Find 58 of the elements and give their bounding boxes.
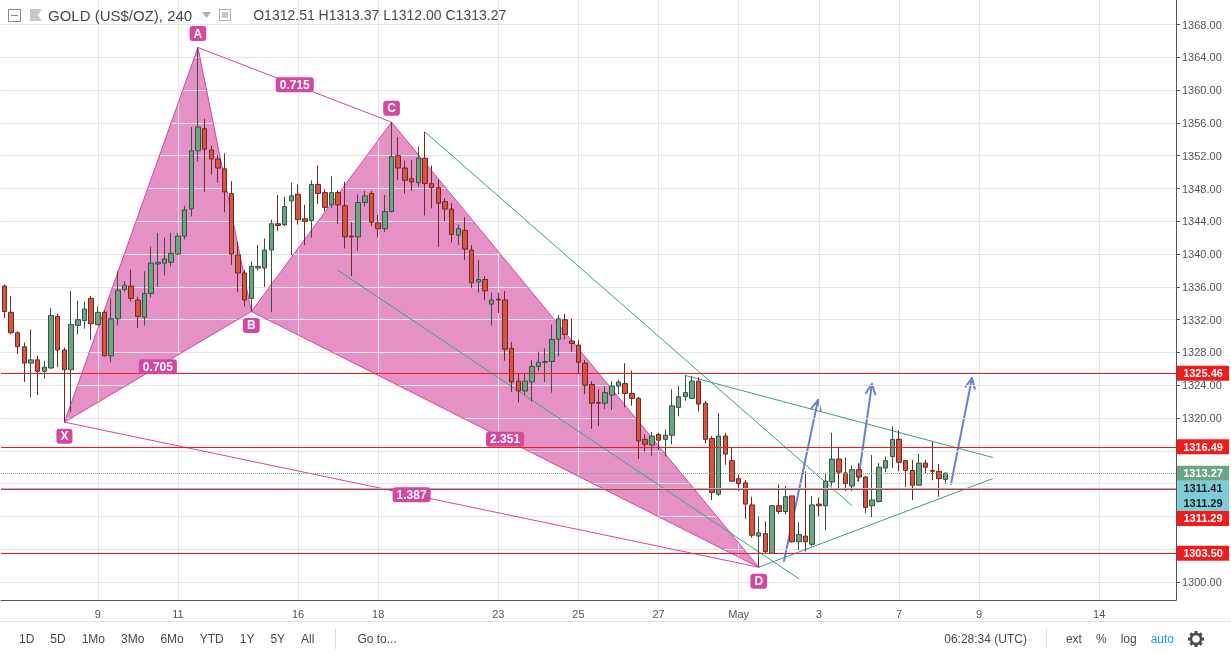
y-tick-label: 1348.00 bbox=[1182, 182, 1222, 195]
x-tick-label: 11 bbox=[172, 607, 184, 620]
y-tick-label: 1360.00 bbox=[1182, 84, 1222, 97]
y-tick-label: 1324.00 bbox=[1182, 379, 1222, 392]
ref-line-label: 1311.29 bbox=[1183, 512, 1223, 525]
series-label: 0.705 bbox=[142, 359, 174, 374]
x-tick-label: 16 bbox=[291, 607, 305, 620]
data-label: D bbox=[754, 574, 764, 589]
data-label: B bbox=[247, 318, 257, 333]
series-label: 0.715 bbox=[279, 77, 311, 92]
ref-line-label: 1325.46 bbox=[1183, 367, 1223, 380]
text: 5Y bbox=[269, 631, 287, 646]
y-tick-label: 1356.00 bbox=[1182, 116, 1222, 129]
data-label: X bbox=[60, 429, 69, 444]
text: All bbox=[300, 631, 316, 646]
ref-line-label: 1303.50 bbox=[1183, 547, 1223, 560]
x-tick-label: 3 bbox=[815, 607, 822, 620]
data-label: A bbox=[193, 26, 203, 41]
x-tick-label: 9 bbox=[94, 607, 101, 620]
text: 1Y bbox=[238, 631, 256, 646]
y-tick-label: 1368.00 bbox=[1182, 18, 1222, 31]
y-tick-label: 1328.00 bbox=[1182, 346, 1222, 359]
y-tick-label: 1300.00 bbox=[1182, 575, 1222, 588]
text: YTD bbox=[198, 631, 225, 646]
x-tick-label: 9 bbox=[975, 607, 983, 620]
text: 6Mo bbox=[159, 631, 185, 646]
data-label: C bbox=[387, 101, 397, 116]
x-tick-label: 14 bbox=[1093, 607, 1106, 620]
y-tick-label: 1364.00 bbox=[1182, 51, 1222, 64]
text: ext bbox=[1064, 631, 1083, 646]
x-tick-label: 27 bbox=[652, 607, 665, 620]
text: auto bbox=[1149, 631, 1175, 646]
series-label: 1.387 bbox=[396, 487, 427, 502]
series-label: 2.351 bbox=[490, 432, 521, 447]
x-tick-label: 23 bbox=[492, 607, 505, 620]
text: 5D bbox=[49, 631, 67, 646]
text: 1D bbox=[18, 631, 36, 646]
chart-title: GOLD (US$/OZ), 240 bbox=[48, 6, 193, 24]
x-tick-label: 7 bbox=[895, 607, 902, 620]
x-tick-label: 18 bbox=[372, 607, 385, 620]
text: 3Mo bbox=[120, 631, 146, 646]
y-tick-label: 1320.00 bbox=[1182, 412, 1222, 425]
text: % bbox=[1094, 631, 1108, 646]
text: Go to... bbox=[356, 631, 398, 646]
text: 1Mo bbox=[80, 631, 107, 646]
y-tick-label: 1344.00 bbox=[1182, 215, 1222, 228]
y-tick-label: 1332.00 bbox=[1182, 313, 1222, 326]
text: 06:28:34 (UTC) bbox=[943, 631, 1028, 646]
text: O1312.51 H1313.37 L1312.00 C1313.27 bbox=[253, 7, 507, 23]
ref-line-label: 1316.49 bbox=[1183, 440, 1223, 453]
ref-line-label: 1311.41 1311.29 bbox=[1183, 482, 1223, 510]
ref-line-label: 1313.27 bbox=[1183, 467, 1223, 480]
x-tick-label: May bbox=[728, 607, 750, 620]
y-tick-label: 1352.00 bbox=[1182, 149, 1222, 162]
y-tick-label: 1340.00 bbox=[1182, 248, 1222, 261]
x-tick-label: 25 bbox=[572, 607, 585, 620]
y-tick-label: 1336.00 bbox=[1182, 280, 1222, 293]
text: log bbox=[1119, 631, 1138, 646]
